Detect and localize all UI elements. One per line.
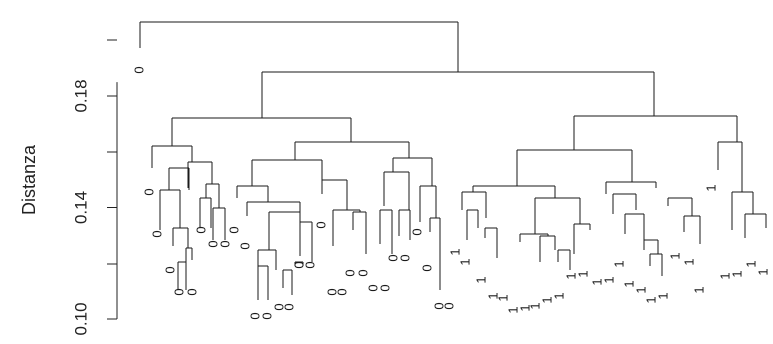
leaf-label: 0 [217, 240, 232, 247]
leaf-label: 0 [205, 240, 220, 247]
leaf-label: 0 [237, 242, 252, 249]
leaf-label: 0 [419, 264, 434, 271]
leaf-label: 0 [131, 66, 146, 73]
leaf-label: 0 [334, 288, 349, 295]
leaf-label: 1 [643, 296, 658, 303]
leaf-label: 0 [397, 254, 412, 261]
leaf-label: 1 [447, 248, 462, 255]
leaf-label: 1 [485, 292, 500, 299]
leaf-label: 0 [141, 188, 156, 195]
leaf-label: 0 [162, 266, 177, 273]
leaf-label: 0 [313, 221, 328, 228]
y-tick-label: 0.10 [71, 302, 90, 335]
leaf-label: 0 [281, 303, 296, 310]
leaf-label: 0 [409, 228, 424, 235]
leaf-label: 0 [291, 261, 306, 268]
leaf-label: 1 [551, 292, 566, 299]
leaf-label: 1 [655, 292, 670, 299]
leaf-label: 1 [621, 280, 636, 287]
leaf-label: 1 [691, 286, 706, 293]
y-tick-label: 0.18 [71, 79, 90, 112]
leaf-label: 0 [342, 269, 357, 276]
leaf-label: 1 [505, 306, 520, 313]
leaf-label: 1 [743, 260, 758, 267]
leaf-label: 1 [539, 296, 554, 303]
leaf-label: 0 [431, 302, 446, 309]
leaf-label: 1 [703, 184, 718, 191]
leaf-label: 0 [377, 284, 392, 291]
dendrogram-leaves: 0000000000000000000000000000001111111111… [131, 66, 770, 319]
leaf-label: 1 [611, 260, 626, 267]
leaf-label: 1 [575, 270, 590, 277]
leaf-label: 1 [589, 278, 604, 285]
leaf-label: 1 [457, 258, 472, 265]
leaf-label: 1 [633, 286, 648, 293]
leaf-label: 0 [171, 288, 186, 295]
leaf-label: 1 [729, 270, 744, 277]
leaf-label: 1 [601, 276, 616, 283]
leaf-label: 0 [441, 302, 456, 309]
leaf-label: 1 [563, 272, 578, 279]
leaf-label: 1 [755, 268, 770, 275]
leaf-label: 1 [681, 258, 696, 265]
y-axis: 0.10 0.14 0.18 Distanza [19, 39, 118, 336]
leaf-label: 0 [184, 288, 199, 295]
leaf-label: 0 [226, 226, 241, 233]
leaf-label: 1 [495, 294, 510, 301]
leaf-label: 1 [667, 252, 682, 259]
leaf-label: 1 [527, 302, 542, 309]
y-tick-label: 0.14 [71, 191, 90, 224]
leaf-label: 0 [247, 312, 262, 319]
leaf-label: 0 [302, 261, 317, 268]
leaf-label: 0 [259, 312, 274, 319]
y-axis-label: Distanza [19, 144, 39, 215]
leaf-label: 1 [717, 272, 732, 279]
leaf-label: 0 [365, 284, 380, 291]
leaf-label: 0 [385, 254, 400, 261]
leaf-label: 1 [473, 276, 488, 283]
leaf-label: 0 [149, 230, 164, 237]
leaf-label: 1 [517, 304, 532, 311]
leaf-label: 0 [193, 226, 208, 233]
leaf-label: 0 [355, 269, 370, 276]
leaf-label: 0 [324, 288, 339, 295]
leaf-label: 0 [271, 303, 286, 310]
dendrogram-branches [139, 21, 767, 300]
